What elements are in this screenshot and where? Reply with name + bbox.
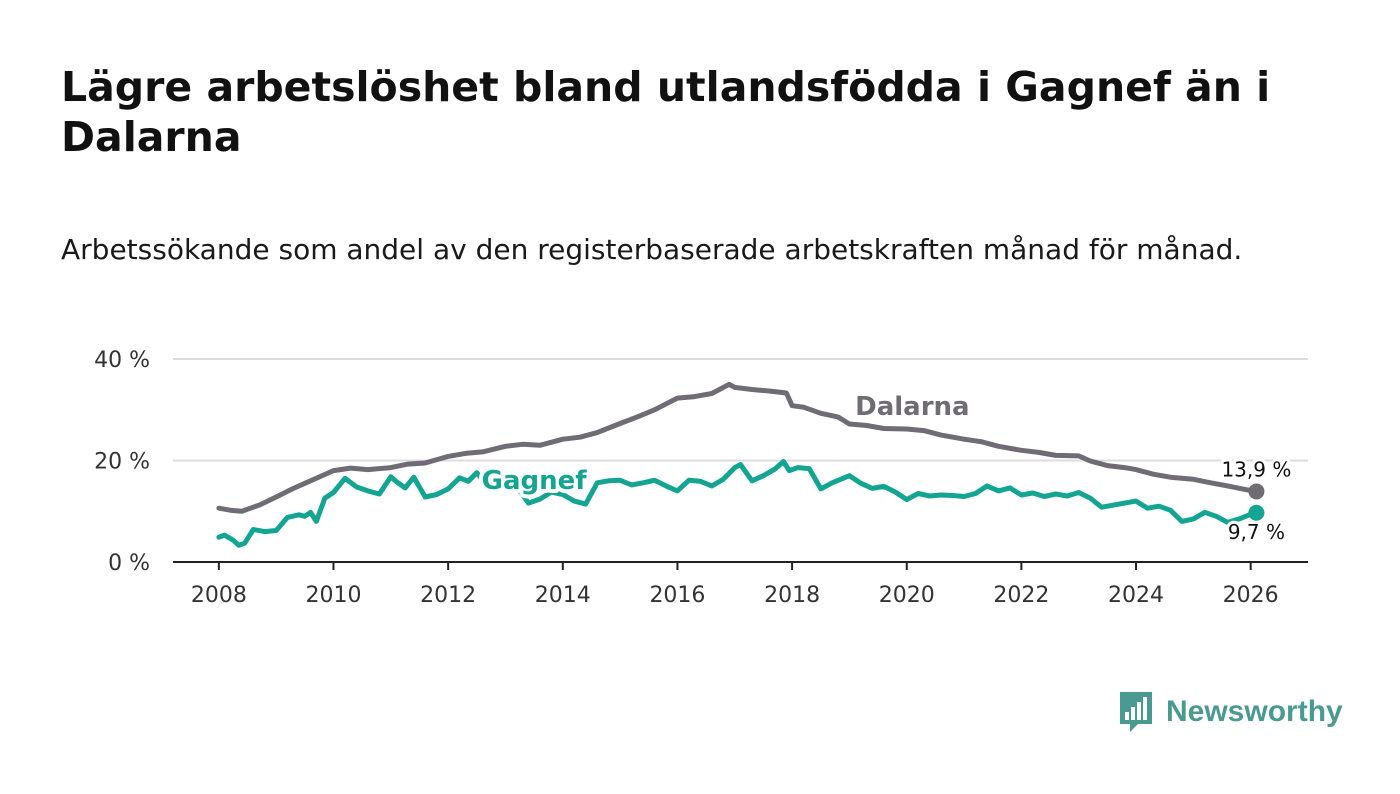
end-point-dalarna [1248, 483, 1265, 500]
line-chart: 0 % 20 % 40 % 2008 2010 2012 2014 2016 2018 2020 2… [94, 348, 1308, 608]
end-label-dalarna: 13,9 % [1221, 457, 1291, 481]
x-tick-label: 2012 [420, 583, 476, 608]
series-label-halo: Dalarna [855, 392, 969, 422]
end-label-halo: 13,9 % [1221, 457, 1291, 481]
series-line-gagnef [216, 459, 1259, 548]
newsworthy-logo[interactable]: Newsworthy [1118, 690, 1343, 734]
y-tick-label: 40 % [94, 348, 150, 373]
x-tick-label: 2024 [1108, 583, 1164, 608]
x-tick-label: 2014 [535, 583, 591, 608]
bar-chart-speech-icon [1120, 692, 1152, 732]
x-tick-label: 2016 [649, 583, 705, 608]
y-tick-label: 0 % [108, 551, 150, 576]
end-label-halo: 9,7 % [1228, 520, 1285, 544]
x-tick-label: 2008 [191, 583, 247, 608]
chart-title: Lägre arbetslöshet bland utlandsfödda i … [61, 63, 1271, 161]
series-label-halo: Gagnef [482, 466, 588, 496]
end-point-gagnef [1248, 504, 1265, 521]
y-tick-label: 20 % [94, 450, 150, 475]
x-tick-label: 2022 [993, 583, 1049, 608]
series-line-dalarna [216, 381, 1259, 514]
x-tick-label: 2026 [1223, 583, 1279, 608]
chart-subtitle: Arbetssökande som andel av den registerb… [61, 233, 1243, 266]
series-label-dalarna: Dalarna [855, 392, 969, 422]
end-label-gagnef: 9,7 % [1228, 520, 1285, 544]
series-label-gagnef: Gagnef [482, 466, 588, 496]
x-tick-label: 2010 [306, 583, 362, 608]
x-tick-label: 2020 [879, 583, 935, 608]
x-tick-label: 2018 [764, 583, 820, 608]
brand-name: Newsworthy [1166, 695, 1343, 728]
